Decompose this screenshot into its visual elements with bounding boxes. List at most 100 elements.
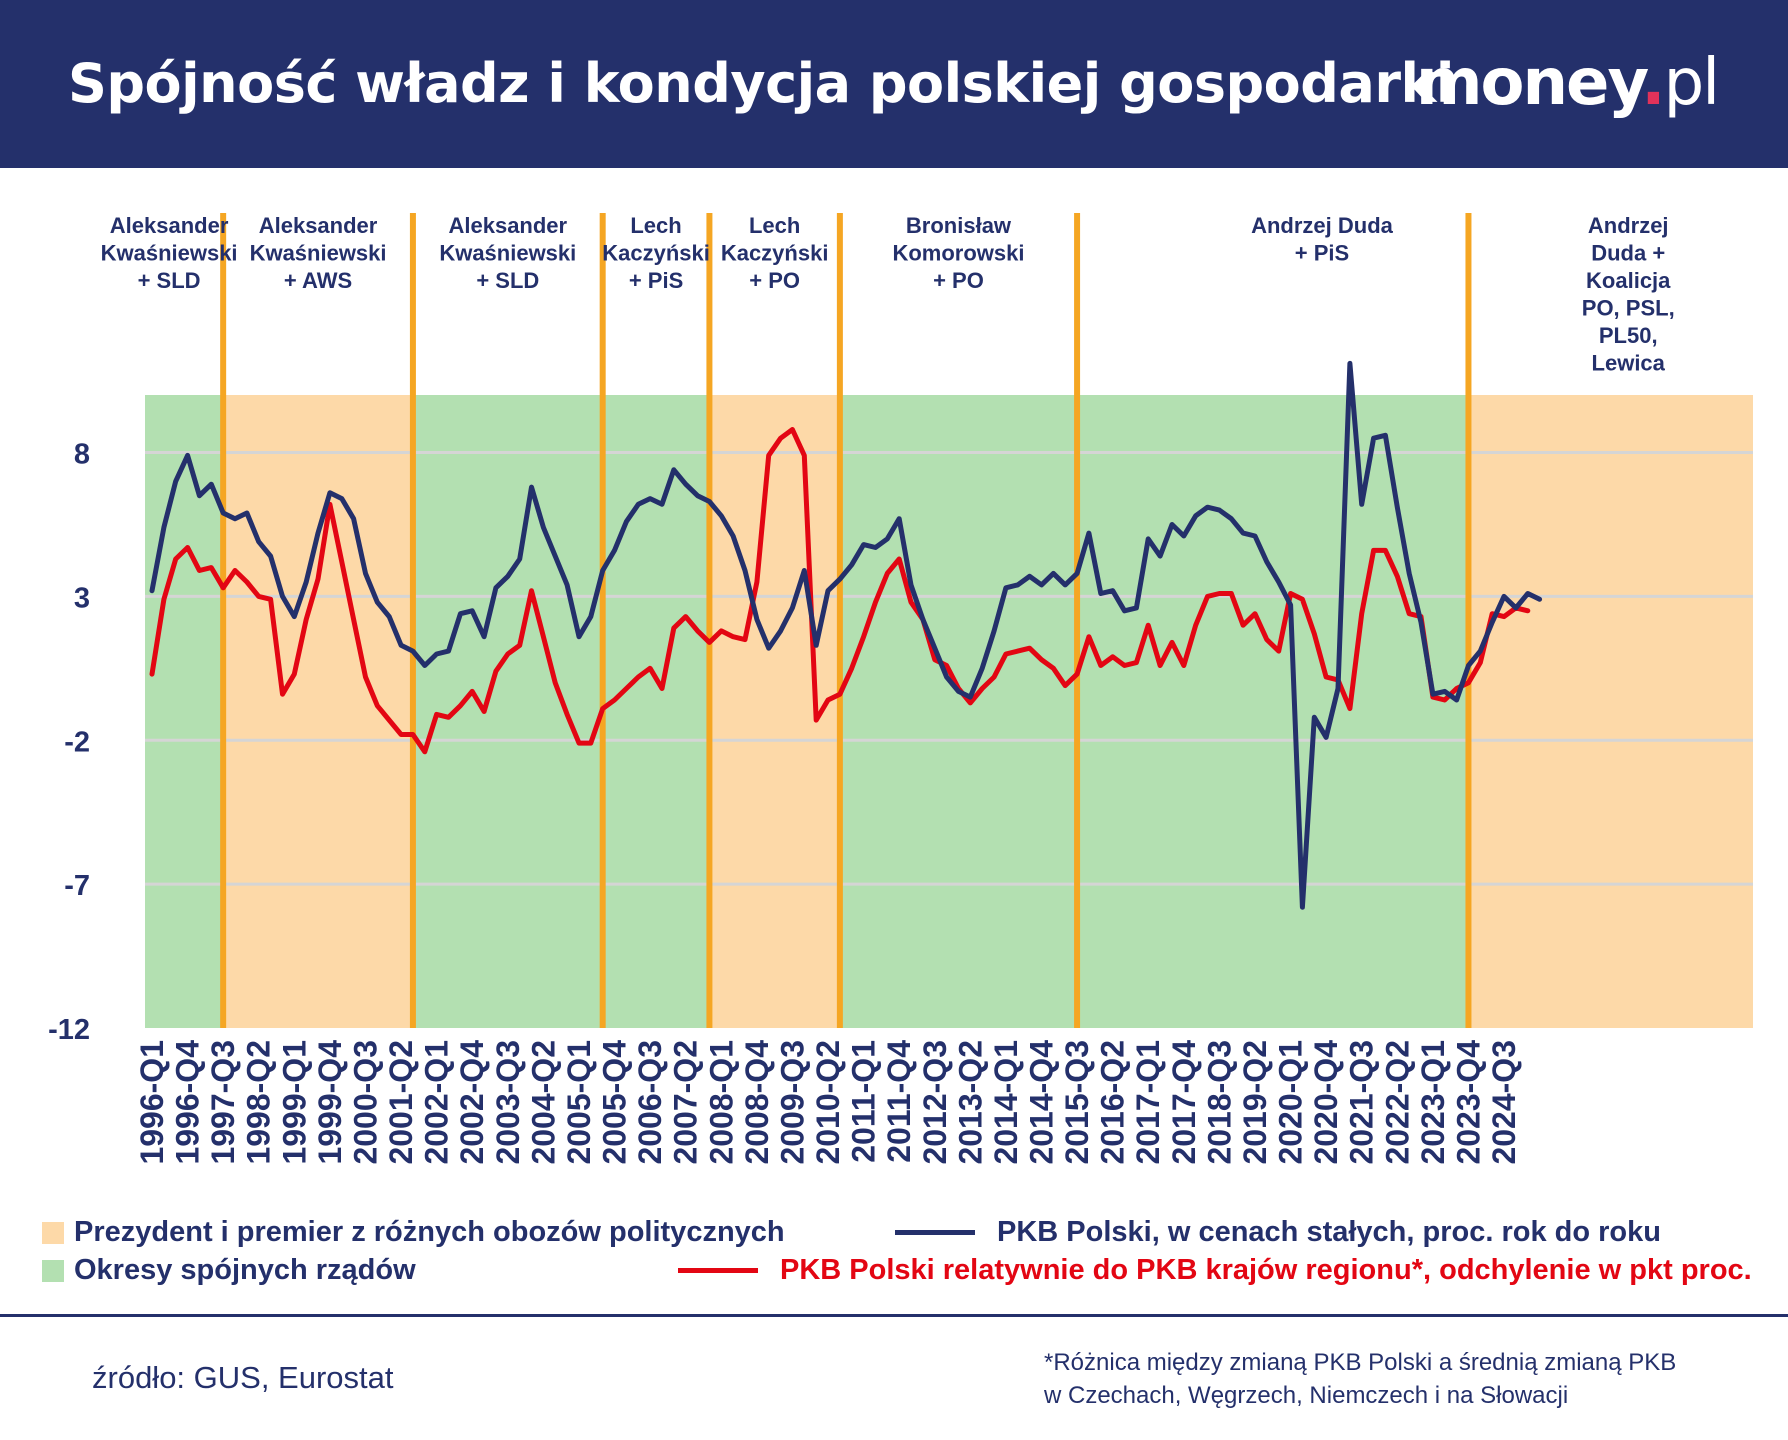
period-label-line: + PiS bbox=[1295, 241, 1349, 266]
legend-swatch-coherent bbox=[42, 1259, 64, 1282]
period-label-line: Kaczyński bbox=[602, 241, 710, 266]
period-label-line: Andrzej bbox=[1588, 213, 1669, 238]
x-tick-label: 1996-Q4 bbox=[170, 1040, 206, 1165]
period-label-line: Bronisław bbox=[906, 213, 1012, 238]
x-tick-label: 2023-Q1 bbox=[1415, 1040, 1451, 1165]
x-tick-label: 2010-Q2 bbox=[810, 1040, 846, 1165]
y-tick-label: 3 bbox=[74, 582, 90, 614]
period-label-line: Lech bbox=[630, 213, 681, 238]
legend-swatch-divided bbox=[42, 1221, 64, 1244]
period-band-1 bbox=[145, 395, 224, 1028]
x-tick-label: 2019-Q2 bbox=[1237, 1040, 1273, 1165]
y-tick-label: 8 bbox=[74, 439, 90, 471]
period-label-line: Kwaśniewski bbox=[439, 241, 576, 266]
money-pl-logo[interactable]: money.pl bbox=[1415, 46, 1720, 120]
legend-label-divided: Prezydent i premier z różnych obozów pol… bbox=[74, 1216, 785, 1248]
x-tick-label: 2002-Q1 bbox=[419, 1040, 455, 1165]
period-label-line: Lewica bbox=[1592, 351, 1666, 376]
x-tick-label: 2021-Q3 bbox=[1344, 1040, 1380, 1165]
x-tick-label: 2011-Q4 bbox=[881, 1040, 917, 1163]
x-tick-label: 1999-Q4 bbox=[312, 1040, 348, 1165]
logo-brand: money bbox=[1415, 46, 1643, 120]
legend-line-relative bbox=[678, 1268, 758, 1273]
x-tick-label: 2002-Q4 bbox=[454, 1040, 490, 1165]
period-label-line: Lech bbox=[749, 213, 800, 238]
x-tick-label: 2023-Q4 bbox=[1450, 1040, 1486, 1165]
period-label-6: Bronisław Komorowski + PO bbox=[892, 213, 1024, 293]
period-label-line: + SLD bbox=[476, 268, 539, 293]
period-label-7: Andrzej Duda + PiS bbox=[1251, 213, 1394, 266]
x-tick-label: 2006-Q3 bbox=[632, 1040, 668, 1165]
x-tick-label: 2016-Q2 bbox=[1095, 1040, 1131, 1165]
period-label-line: PL50, bbox=[1599, 323, 1658, 348]
period-label-4: Lech Kaczyński + PiS bbox=[602, 213, 710, 293]
x-tick-label: 2005-Q1 bbox=[561, 1040, 597, 1165]
period-band-7 bbox=[1077, 395, 1469, 1028]
period-label-line: Kaczyński bbox=[721, 241, 829, 266]
period-label-line: + PiS bbox=[629, 268, 683, 293]
x-tick-label: 2020-Q4 bbox=[1308, 1040, 1344, 1165]
period-label-8: Andrzej Duda + Koalicja PO, PSL, PL50, Lewica bbox=[1582, 213, 1675, 376]
x-tick-label: 2011-Q1 bbox=[846, 1040, 882, 1163]
x-tick-label: 2020-Q1 bbox=[1273, 1040, 1309, 1165]
x-tick-label: 1999-Q1 bbox=[276, 1040, 312, 1165]
logo-dot: . bbox=[1641, 46, 1665, 120]
period-label-line: Kwaśniewski bbox=[250, 241, 387, 266]
x-tick-label: 1997-Q3 bbox=[205, 1040, 241, 1165]
legend-item-relative: PKB Polski relatywnie do PKB krajów regi… bbox=[678, 1254, 1752, 1287]
footnote-line-2: w Czechach, Węgrzech, Niemczech i na Sło… bbox=[1044, 1382, 1569, 1409]
period-label-line: Kwaśniewski bbox=[101, 241, 238, 266]
legend-label-relative: PKB Polski relatywnie do PKB krajów regi… bbox=[780, 1254, 1752, 1286]
chart-legend: Prezydent i premier z różnych obozów pol… bbox=[0, 1210, 1788, 1310]
period-band-3 bbox=[412, 395, 603, 1028]
x-tick-label: 2005-Q4 bbox=[597, 1040, 633, 1165]
x-tick-label: 1996-Q1 bbox=[134, 1040, 170, 1165]
x-tick-label: 2003-Q3 bbox=[490, 1040, 526, 1165]
series-line-gdp bbox=[149, 360, 1543, 910]
y-tick-label: -12 bbox=[48, 1014, 90, 1046]
x-tick-label: 2008-Q1 bbox=[703, 1040, 739, 1165]
x-tick-label: 2004-Q2 bbox=[525, 1040, 561, 1165]
x-tick-label: 2000-Q3 bbox=[347, 1040, 383, 1165]
period-label-line: PO, PSL, bbox=[1582, 296, 1675, 321]
period-band-6 bbox=[839, 395, 1078, 1028]
period-label-line: Aleksander bbox=[259, 213, 378, 238]
y-tick-label: -7 bbox=[64, 870, 90, 902]
footnote: *Różnica między zmianą PKB Polski a śred… bbox=[1044, 1346, 1764, 1412]
x-tick-label: 2001-Q2 bbox=[383, 1040, 419, 1165]
legend-line-gdp bbox=[895, 1230, 975, 1235]
x-tick-label: 2012-Q3 bbox=[917, 1040, 953, 1165]
period-label-5: Lech Kaczyński + PO bbox=[721, 213, 829, 293]
period-label-line: + PO bbox=[749, 268, 800, 293]
x-tick-label: 2022-Q2 bbox=[1379, 1040, 1415, 1165]
x-tick-label: 2015-Q3 bbox=[1059, 1040, 1095, 1165]
period-label-1: Aleksander Kwaśniewski + SLD bbox=[101, 213, 238, 293]
x-tick-label: 2017-Q1 bbox=[1130, 1040, 1166, 1165]
x-tick-label: 2024-Q3 bbox=[1486, 1040, 1522, 1165]
period-label-line: Koalicja bbox=[1586, 268, 1671, 293]
source-note: źródło: GUS, Eurostat bbox=[92, 1360, 394, 1395]
y-tick-label: -2 bbox=[64, 726, 90, 758]
x-tick-label: 2008-Q4 bbox=[739, 1040, 775, 1165]
x-tick-label: 2014-Q1 bbox=[988, 1040, 1024, 1165]
period-label-2: Aleksander Kwaśniewski + AWS bbox=[250, 213, 387, 293]
period-label-line: Aleksander bbox=[448, 213, 567, 238]
header-bar: Spójność władz i kondycja polskiej gospo… bbox=[0, 0, 1788, 168]
period-band-8 bbox=[1468, 395, 1753, 1028]
period-label-line: + SLD bbox=[138, 268, 201, 293]
x-tick-label: 2013-Q2 bbox=[952, 1040, 988, 1165]
legend-label-coherent: Okresy spójnych rządów bbox=[74, 1254, 416, 1286]
logo-tld: pl bbox=[1663, 46, 1720, 120]
period-label-line: + AWS bbox=[284, 268, 352, 293]
period-label-line: Komorowski bbox=[892, 241, 1024, 266]
x-tick-label: 2018-Q3 bbox=[1201, 1040, 1237, 1165]
legend-item-gdp: PKB Polski, w cenach stałych, proc. rok … bbox=[895, 1216, 1661, 1249]
x-tick-label: 1998-Q2 bbox=[241, 1040, 277, 1165]
series-line-relative bbox=[149, 427, 1531, 755]
footer-divider bbox=[0, 1314, 1788, 1317]
period-label-line: Aleksander bbox=[110, 213, 229, 238]
period-label-line: Duda + bbox=[1591, 241, 1665, 266]
legend-label-gdp: PKB Polski, w cenach stałych, proc. rok … bbox=[997, 1216, 1661, 1248]
x-tick-label: 2009-Q3 bbox=[774, 1040, 810, 1165]
